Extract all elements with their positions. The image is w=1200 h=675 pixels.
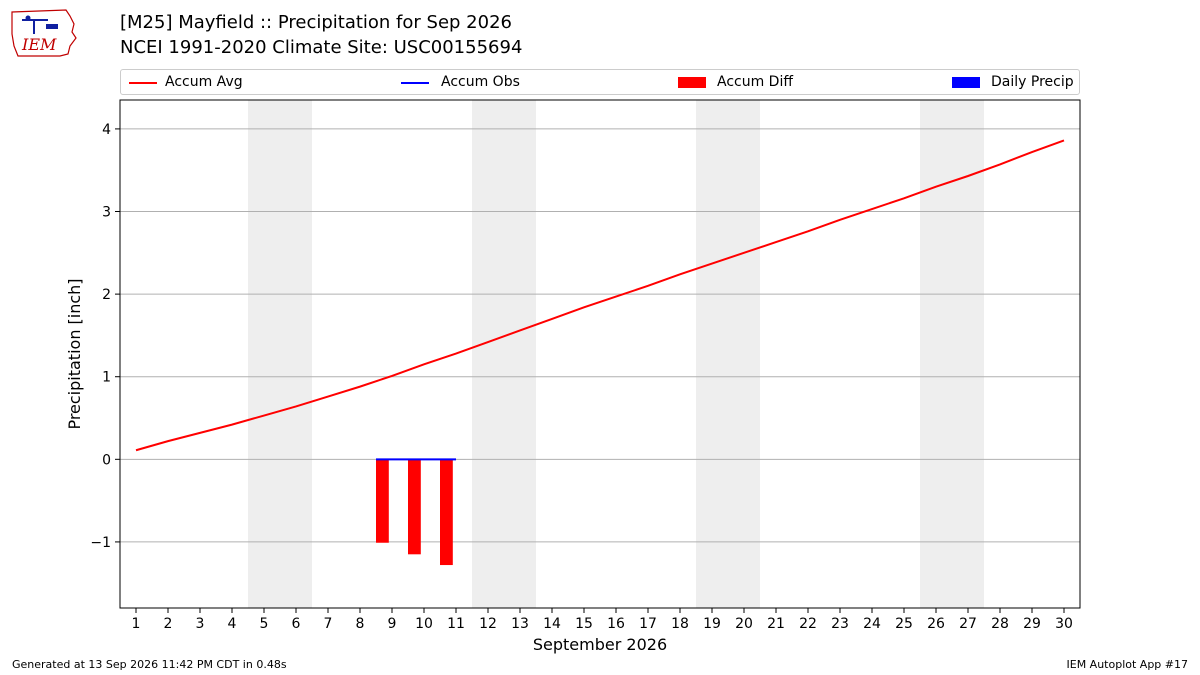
- x-tick-label: 25: [895, 616, 913, 632]
- weekend-band-4: [920, 100, 984, 608]
- legend-swatch-accum-obs: [401, 82, 429, 84]
- accum-diff-bar: [440, 459, 453, 566]
- x-tick-label: 19: [703, 616, 721, 632]
- y-axis-label: Precipitation [inch]: [65, 278, 84, 429]
- legend-label-accum-obs: Accum Obs: [441, 74, 520, 90]
- x-tick-label: 26: [927, 616, 945, 632]
- chart-subtitle: NCEI 1991-2020 Climate Site: USC00155694: [120, 37, 523, 58]
- y-gridlines: [120, 128, 1080, 543]
- x-tick-label: 3: [196, 616, 205, 632]
- x-tick-label: 27: [959, 616, 977, 632]
- x-tick-label: 1: [132, 616, 141, 632]
- weekend-band-1: [248, 100, 312, 608]
- x-tick-label: 7: [324, 616, 333, 632]
- legend: Accum Avg Accum Obs Accum Diff Daily Pre…: [120, 69, 1080, 95]
- y-tick-label: 2: [102, 287, 111, 303]
- accum-diff-bar: [376, 459, 389, 543]
- x-tick-label: 12: [479, 616, 497, 632]
- chart-title: [M25] Mayfield :: Precipitation for Sep …: [120, 12, 512, 33]
- weekend-shading: [248, 100, 984, 608]
- legend-label-accum-avg: Accum Avg: [165, 74, 243, 90]
- bars: [376, 459, 466, 566]
- y-tick-label: 3: [102, 205, 111, 221]
- x-tick-label: 5: [260, 616, 269, 632]
- x-tick-label: 14: [543, 616, 561, 632]
- x-tick-label: 8: [356, 616, 365, 632]
- x-tick-label: 9: [388, 616, 397, 632]
- y-tick-label: 1: [102, 370, 111, 386]
- y-tick-label: −1: [90, 535, 111, 551]
- y-tick-label: 4: [102, 122, 111, 138]
- x-tick-label: 29: [1023, 616, 1041, 632]
- x-tick-label: 21: [767, 616, 785, 632]
- legend-label-accum-diff: Accum Diff: [717, 74, 794, 90]
- x-axis-label: September 2026: [533, 635, 667, 654]
- iem-logo: IEM: [11, 9, 77, 57]
- x-tick-label: 28: [991, 616, 1009, 632]
- x-tick-label: 20: [735, 616, 753, 632]
- x-tick-label: 15: [575, 616, 593, 632]
- x-tick-label: 11: [447, 616, 465, 632]
- x-tick-label: 2: [164, 616, 173, 632]
- accum-avg-line: [135, 139, 1065, 452]
- lines: [135, 139, 1065, 461]
- x-tick-label: 13: [511, 616, 529, 632]
- x-tick-label: 6: [292, 616, 301, 632]
- x-tick-label: 23: [831, 616, 849, 632]
- plot-frame: [119, 99, 1081, 609]
- x-tick-label: 10: [415, 616, 433, 632]
- x-tick-label: 16: [607, 616, 625, 632]
- x-tick-label: 22: [799, 616, 817, 632]
- footer-app-id: IEM Autoplot App #17: [1066, 658, 1189, 671]
- legend-swatch-accum-avg: [129, 82, 157, 84]
- weekend-band-2: [472, 100, 536, 608]
- y-tick-label: 0: [102, 452, 111, 468]
- x-tick-label: 18: [671, 616, 689, 632]
- footer-generated: Generated at 13 Sep 2026 11:42 PM CDT in…: [12, 658, 287, 671]
- x-tick-label: 4: [228, 616, 237, 632]
- legend-swatch-daily-precip: [952, 77, 980, 88]
- accum-diff-bar: [408, 459, 421, 555]
- logo-text: IEM: [21, 35, 57, 54]
- legend-swatch-accum-diff: [678, 77, 706, 88]
- x-tick-label: 30: [1055, 616, 1073, 632]
- x-tick-label: 24: [863, 616, 881, 632]
- legend-label-daily-precip: Daily Precip: [991, 74, 1074, 90]
- x-tick-label: 17: [639, 616, 657, 632]
- weekend-band-3: [696, 100, 760, 608]
